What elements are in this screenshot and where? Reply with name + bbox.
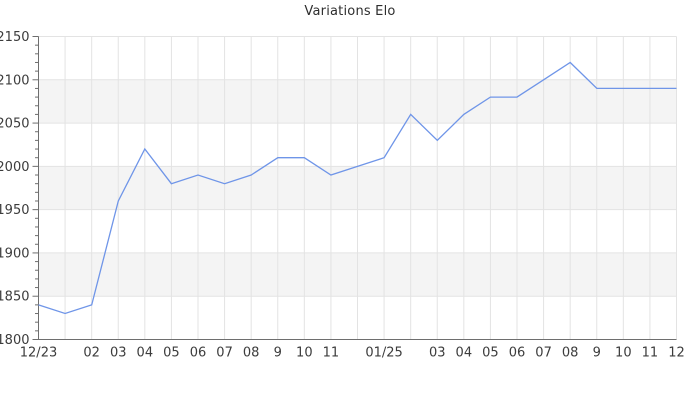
y-tick-label: 1900 <box>0 246 30 261</box>
x-tick-label: 9 <box>593 346 601 361</box>
x-tick-label: 02 <box>83 346 100 361</box>
y-tick-label: 1800 <box>0 333 30 348</box>
elo-series-line <box>38 61 677 315</box>
chart-title: Variations Elo <box>304 4 396 19</box>
x-tick-label: 11 <box>323 346 340 361</box>
x-tick-label: 9 <box>274 346 282 361</box>
x-tick-label: 05 <box>163 346 180 361</box>
y-tick-label: 2100 <box>0 73 30 88</box>
x-tick-label: 03 <box>110 346 127 361</box>
y-tick-label: 2050 <box>0 117 30 132</box>
x-tick-label: 07 <box>216 346 233 361</box>
x-tick-label: 06 <box>509 346 526 361</box>
y-tick-labels: 1800 1850 1900 1950 2000 2050 2100 2150 <box>0 30 30 348</box>
x-tick-label: 08 <box>243 346 260 361</box>
y-axis-ticks <box>32 36 39 340</box>
x-tick-label: 12/23 <box>20 346 57 361</box>
x-tick-label: 12 <box>668 346 685 361</box>
x-tick-label: 06 <box>190 346 207 361</box>
y-tick-label: 2150 <box>0 30 30 45</box>
x-tick-label: 08 <box>562 346 579 361</box>
x-tick-label: 10 <box>296 346 313 361</box>
x-tick-label: 05 <box>482 346 499 361</box>
x-tick-label: 03 <box>429 346 446 361</box>
x-tick-label: 07 <box>535 346 552 361</box>
x-tick-label: 11 <box>642 346 659 361</box>
y-tick-label: 1850 <box>0 290 30 305</box>
y-tick-label: 2000 <box>0 160 30 175</box>
gridlines <box>38 36 677 340</box>
axes <box>38 36 677 340</box>
x-tick-label: 04 <box>137 346 154 361</box>
x-tick-labels: 12/23 02 03 04 05 06 07 08 9 10 11 01/25 03 04 05 06 07 0… <box>20 346 685 361</box>
y-tick-label: 1950 <box>0 203 30 218</box>
x-tick-label: 04 <box>456 346 473 361</box>
x-tick-label: 01/25 <box>365 346 402 361</box>
x-tick-label: 10 <box>615 346 632 361</box>
